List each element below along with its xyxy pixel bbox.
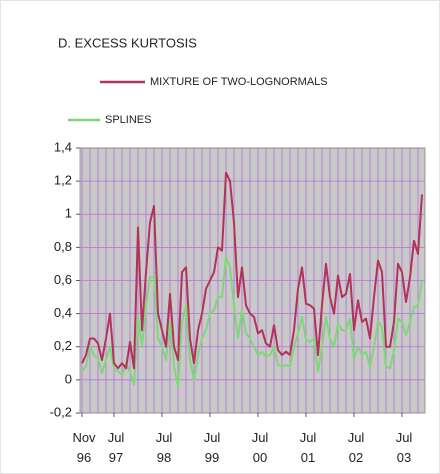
chart-title: D. EXCESS KURTOSIS	[58, 35, 197, 50]
x-tick-label: Jul 97	[108, 430, 125, 465]
series-line	[81, 171, 423, 370]
x-tick-label: Jul 99	[204, 430, 221, 465]
legend-label: MIXTURE OF TWO-LOGNORMALS	[150, 76, 328, 88]
y-tick-label: -0,2	[50, 404, 72, 419]
x-tick-label: Nov 96	[72, 430, 96, 465]
x-tick-label: Jul 01	[300, 430, 317, 465]
x-tick-label: Jul 02	[348, 430, 365, 465]
x-tick-label: Jul 03	[396, 430, 413, 465]
y-tick-label: 0	[65, 371, 72, 386]
y-tick-label: 1,4	[54, 139, 72, 154]
x-tick-label: Jul 98	[156, 430, 173, 465]
plot-border	[79, 147, 426, 414]
y-tick-label: 1	[65, 206, 72, 221]
y-tick-label: 0,2	[54, 338, 72, 353]
y-tick-label: 1,2	[54, 173, 72, 188]
y-tick-label: 0,4	[54, 305, 72, 320]
series-line	[81, 256, 423, 388]
y-tick-label: 0,6	[54, 272, 72, 287]
x-tick-label: Jul 00	[252, 430, 269, 465]
y-tick-label: 0,8	[54, 239, 72, 254]
legend-label: SPLINES	[105, 114, 151, 126]
